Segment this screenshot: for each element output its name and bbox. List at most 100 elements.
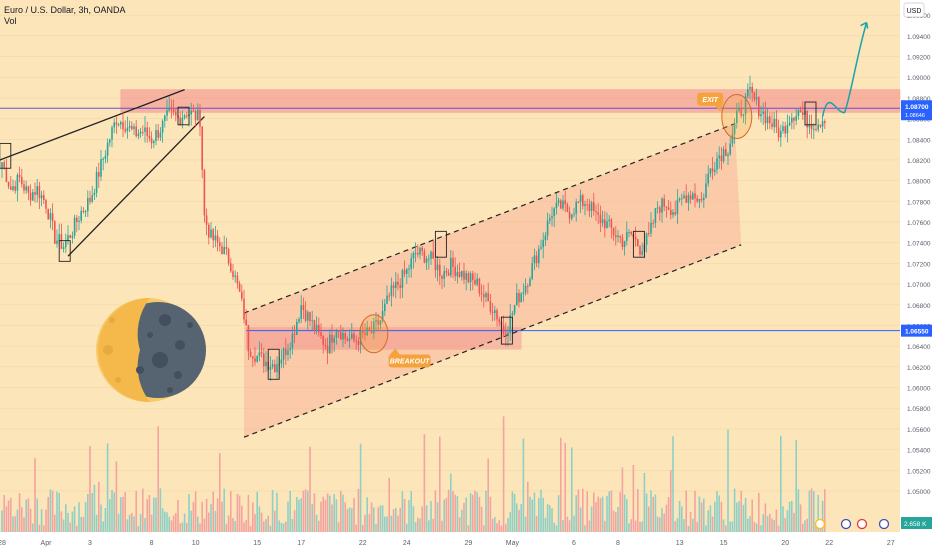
- candle-body: [696, 198, 698, 202]
- event-flag-icon[interactable]: [878, 518, 890, 530]
- candle-body: [650, 222, 652, 234]
- volume-bar: [78, 502, 80, 532]
- candle-body: [454, 266, 456, 277]
- volume-bar: [139, 514, 142, 532]
- event-flag-icon[interactable]: [856, 518, 868, 530]
- volume-bar: [254, 514, 256, 532]
- volume-bar: [410, 491, 412, 532]
- volume-bar: [318, 520, 320, 532]
- volume-bar: [764, 503, 767, 532]
- volume-bar: [58, 493, 60, 532]
- candle-body: [221, 246, 223, 255]
- candle-body: [355, 340, 357, 342]
- candle: [80, 206, 82, 224]
- volume-bar: [322, 496, 324, 532]
- candle-body: [58, 234, 60, 241]
- candle: [491, 303, 494, 322]
- price-tick-label: 1.05800: [907, 406, 931, 413]
- volume-bar: [639, 521, 641, 532]
- candle: [568, 206, 571, 224]
- candle-body: [736, 110, 738, 124]
- candle-body: [291, 333, 294, 349]
- time-tick-label: 13: [676, 540, 684, 547]
- event-flag-icon[interactable]: [814, 518, 826, 530]
- candle-body: [681, 198, 683, 200]
- candle-body: [150, 138, 153, 144]
- volume-bar: [527, 481, 529, 532]
- candle-body: [225, 246, 228, 250]
- candle-body: [709, 168, 712, 174]
- candle: [175, 108, 177, 122]
- time-tick-label: 28: [0, 540, 6, 547]
- resistance-zone: [120, 89, 901, 113]
- candle: [313, 319, 316, 335]
- candle-body: [656, 207, 659, 209]
- candle-body: [480, 293, 483, 295]
- candle-body: [535, 255, 538, 264]
- candle-body: [731, 134, 734, 144]
- volume-bar: [507, 518, 509, 532]
- candle: [285, 338, 287, 365]
- volume-bar: [62, 519, 65, 532]
- candle: [45, 198, 47, 214]
- candle-body: [711, 168, 714, 172]
- resistance-price-label: 1.08700: [905, 104, 929, 111]
- volume-bar: [700, 502, 703, 532]
- projection-arrow: [821, 22, 868, 117]
- candle-body: [62, 247, 65, 249]
- candle-body: [148, 135, 151, 139]
- volume-bar: [293, 510, 296, 532]
- candle: [551, 206, 553, 227]
- candle-body: [203, 170, 206, 216]
- candle: [824, 119, 826, 130]
- candle-body: [175, 112, 177, 116]
- candle: [164, 114, 166, 128]
- candle: [276, 356, 278, 379]
- candle-body: [742, 114, 745, 116]
- currency-button[interactable]: [903, 2, 925, 18]
- candle-body: [626, 232, 628, 241]
- candle: [577, 201, 580, 204]
- volume-bar: [355, 524, 357, 532]
- volume-bar: [3, 494, 5, 532]
- candle: [263, 347, 265, 373]
- candle-body: [21, 177, 23, 185]
- candle: [566, 202, 569, 213]
- volume-bar: [780, 435, 782, 532]
- candle-body: [159, 132, 162, 138]
- candle: [234, 270, 236, 283]
- candle: [337, 330, 340, 338]
- candle: [685, 184, 687, 203]
- volume-bar: [51, 490, 54, 532]
- volume-bar: [313, 493, 316, 532]
- candle: [681, 193, 683, 206]
- candle: [181, 110, 184, 129]
- candle-body: [293, 333, 296, 335]
- candle: [445, 267, 448, 277]
- volume-bar: [740, 490, 742, 532]
- candle: [575, 198, 577, 222]
- candle-body: [302, 305, 305, 311]
- candle-body: [311, 320, 313, 322]
- candle-body: [628, 231, 630, 233]
- volume-bar: [276, 492, 278, 532]
- volume-bar: [670, 469, 672, 532]
- candle: [296, 318, 298, 335]
- candle: [553, 207, 555, 228]
- volume-bar: [357, 488, 360, 532]
- volume-bar: [153, 497, 155, 532]
- event-flag-icon[interactable]: [840, 518, 852, 530]
- volume-bar: [65, 504, 67, 532]
- candle-body: [307, 312, 309, 321]
- candle-body: [335, 330, 338, 338]
- volume-bar: [414, 522, 417, 532]
- candle-body: [590, 202, 593, 211]
- candle-body: [27, 186, 30, 193]
- volume-bar: [458, 517, 461, 532]
- candle-body: [630, 231, 632, 234]
- candle-body: [678, 198, 681, 200]
- time-tick-label: 15: [720, 540, 728, 547]
- candle: [527, 283, 529, 295]
- candle: [758, 95, 760, 120]
